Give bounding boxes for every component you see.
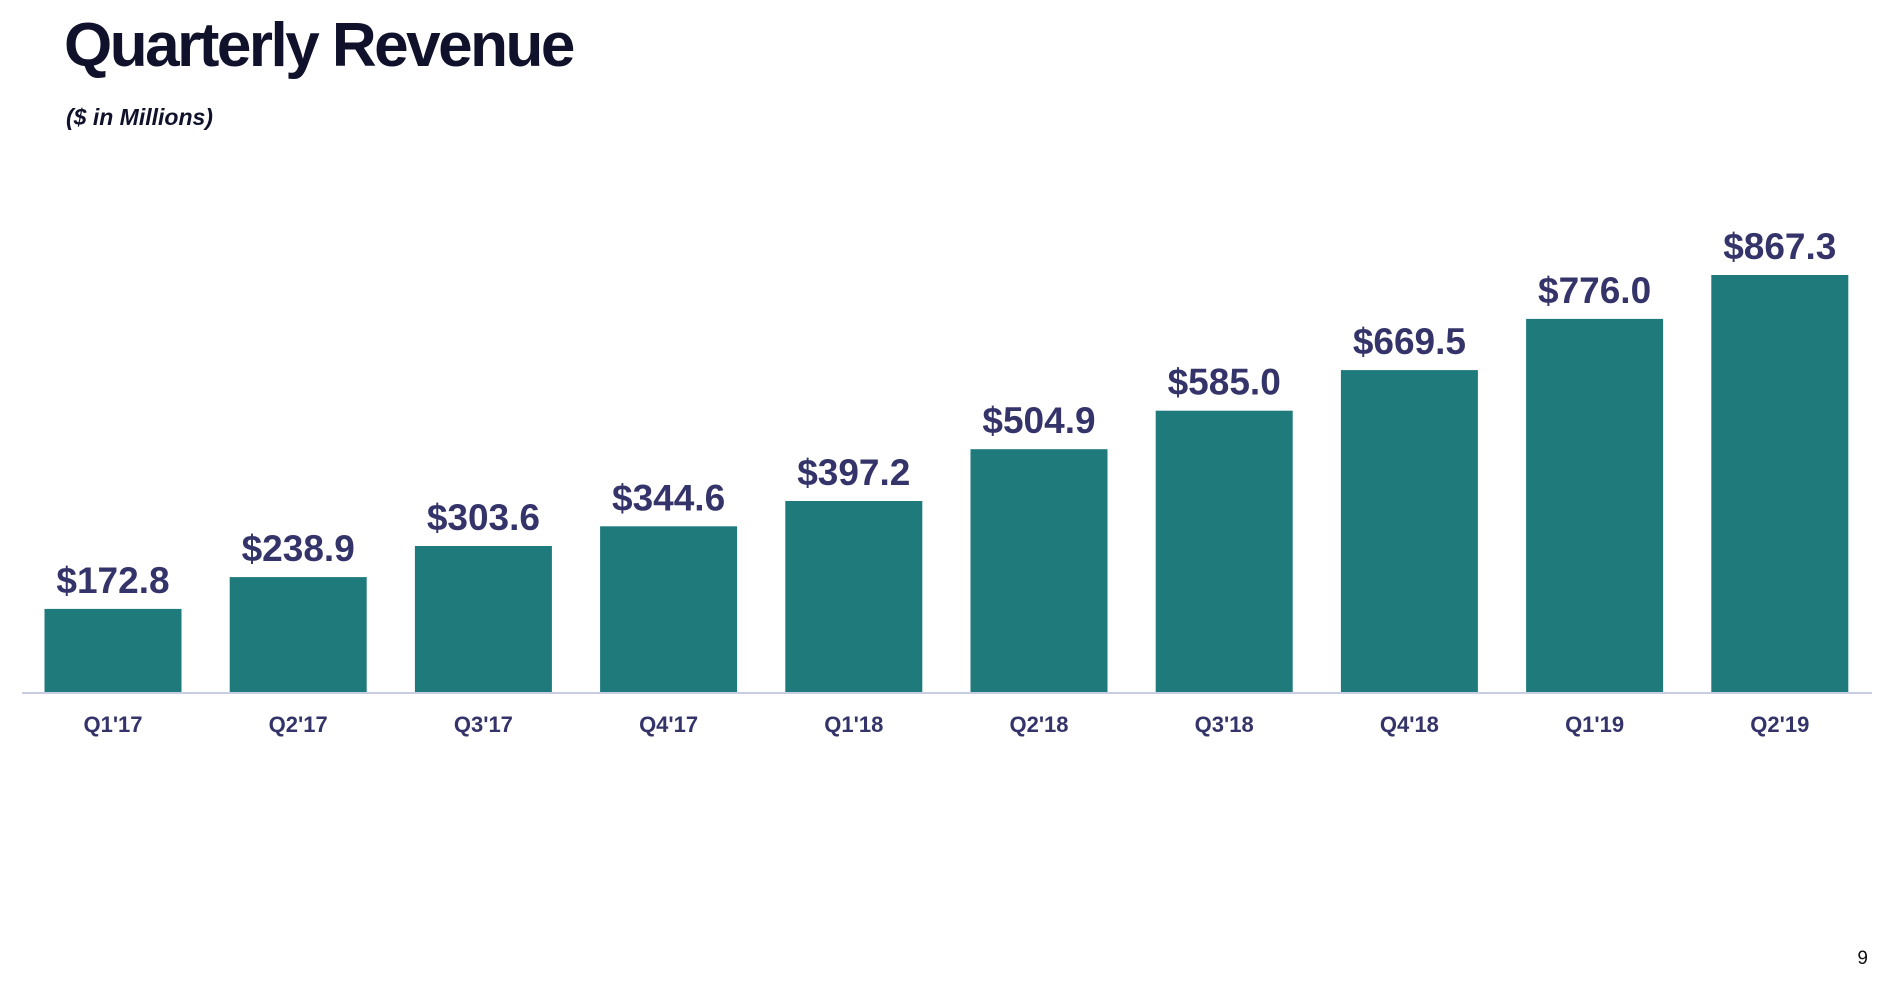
bar-Q2'17 xyxy=(229,577,367,692)
page-title: Quarterly Revenue xyxy=(64,11,575,80)
bar-Q3'18 xyxy=(1155,410,1293,692)
value-label: $172.8 xyxy=(56,560,169,601)
bar-Q2'19 xyxy=(1711,275,1849,692)
value-label: $303.6 xyxy=(427,497,540,538)
x-tick-label: Q2'17 xyxy=(269,712,328,737)
bars-group xyxy=(44,275,1849,692)
bar-Q1'18 xyxy=(785,501,923,692)
page-subtitle: ($ in Millions) xyxy=(66,104,213,130)
bar-Q3'17 xyxy=(414,546,552,692)
bar-Q1'17 xyxy=(44,608,182,692)
x-tick-label: Q1'19 xyxy=(1565,712,1624,737)
value-label: $397.2 xyxy=(797,452,910,493)
value-label: $585.0 xyxy=(1168,362,1281,403)
value-label: $238.9 xyxy=(242,528,355,569)
value-label: $776.0 xyxy=(1538,270,1651,311)
x-tick-label: Q2'19 xyxy=(1750,712,1809,737)
value-label: $867.3 xyxy=(1723,226,1836,267)
value-label: $504.9 xyxy=(982,400,1095,441)
x-tick-label: Q3'18 xyxy=(1195,712,1254,737)
tick-labels-group: Q1'17 Q2'17 Q3'17 Q4'17 Q1'18 Q2'18 Q3'18 Q4'18… xyxy=(83,712,1809,737)
x-tick-label: Q2'18 xyxy=(1009,712,1068,737)
bar-Q4'18 xyxy=(1340,370,1478,692)
x-tick-label: Q4'17 xyxy=(639,712,698,737)
x-tick-label: Q1'17 xyxy=(83,712,142,737)
value-label: $669.5 xyxy=(1353,321,1466,362)
bar-Q4'17 xyxy=(600,526,738,692)
x-tick-label: Q4'18 xyxy=(1380,712,1439,737)
value-labels-group: $172.8 $238.9 $303.6 $344.6 $397.2 $504.9 $585… xyxy=(56,226,1836,601)
x-tick-label: Q1'18 xyxy=(824,712,883,737)
page-number: 9 xyxy=(1857,948,1868,969)
bar-Q2'18 xyxy=(970,449,1108,692)
bar-Q1'19 xyxy=(1526,318,1664,692)
x-tick-label: Q3'17 xyxy=(454,712,513,737)
value-label: $344.6 xyxy=(612,477,725,518)
